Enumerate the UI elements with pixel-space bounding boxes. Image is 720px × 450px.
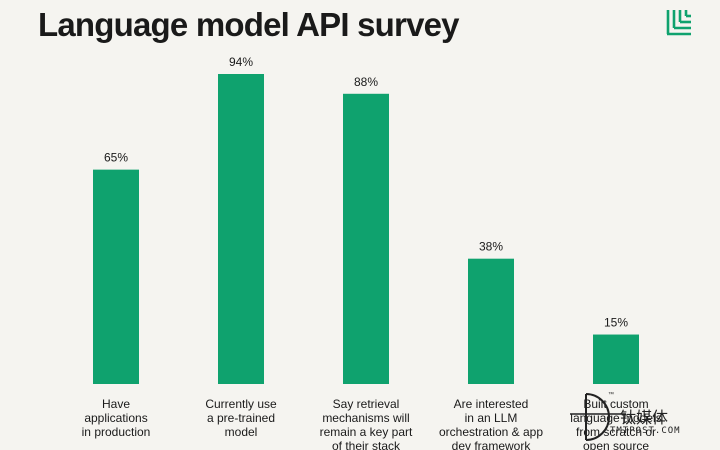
value-label-5: 15% [604, 316, 628, 330]
value-label-3: 88% [354, 75, 378, 89]
bar-4 [468, 258, 514, 384]
category-label-1: Have applications in production [82, 397, 151, 439]
category-label-2: Currently use a pre-trained model [205, 397, 277, 439]
category-label-4: Are interested in an LLM orchestration & a… [439, 397, 543, 450]
bar-1 [93, 169, 139, 384]
value-label-2: 94% [229, 55, 253, 69]
bar-3 [343, 93, 389, 384]
bar-2 [218, 74, 264, 384]
watermark: ™ 钛媒体 TMTPOST.COM [568, 388, 718, 446]
watermark-text-en: TMTPOST.COM [610, 426, 681, 436]
value-label-4: 38% [479, 240, 503, 254]
value-label-1: 65% [104, 151, 128, 165]
watermark-text-cn: 钛媒体 [620, 408, 669, 427]
category-label-3: Say retrieval mechanisms will remain a key… [320, 397, 413, 450]
brand-logo-icon [666, 10, 691, 36]
bar-5 [593, 334, 639, 384]
page-title: Language model API survey [38, 6, 460, 43]
watermark-logo-icon [570, 393, 626, 441]
watermark-trademark: ™ [608, 392, 614, 398]
